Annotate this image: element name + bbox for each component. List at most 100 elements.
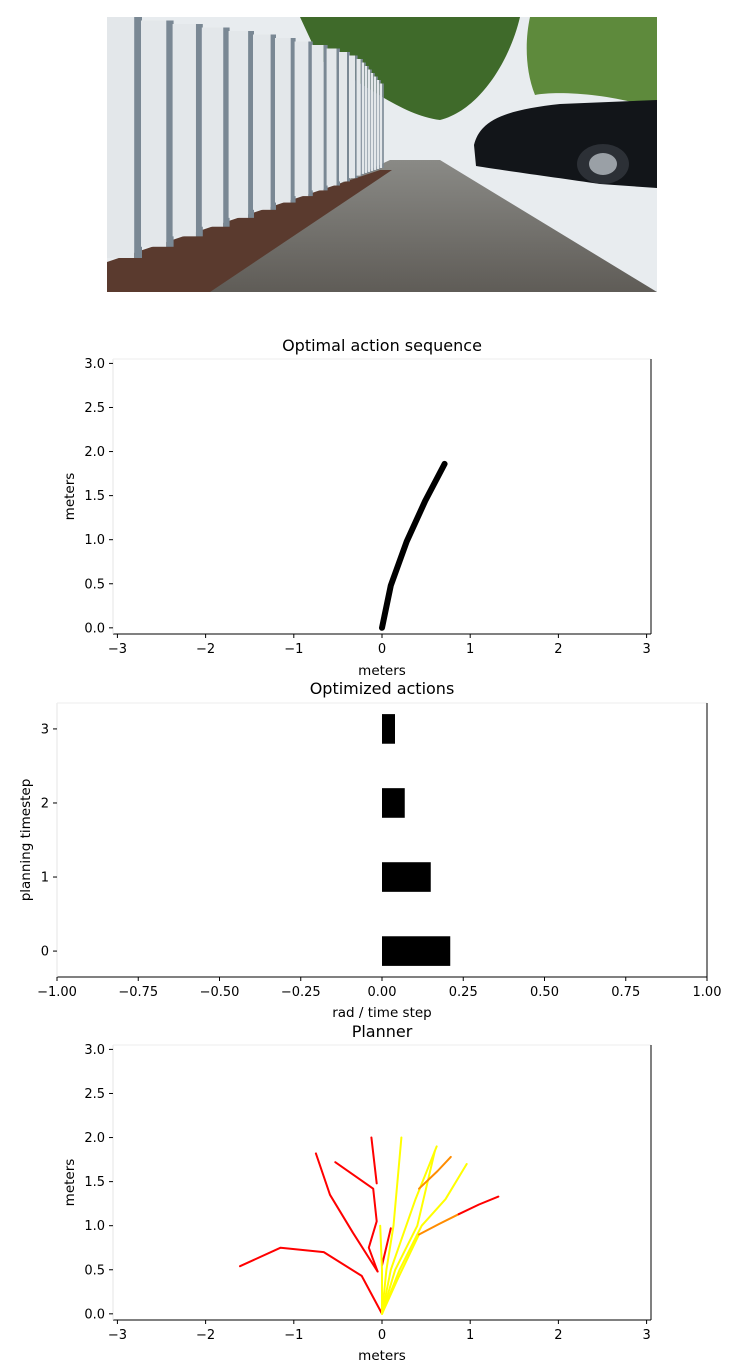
fence-picket-shadow	[134, 17, 142, 258]
fence-picket	[107, 17, 135, 258]
x-tick-label: 0	[378, 642, 386, 657]
series-line-0	[239, 1246, 383, 1315]
series-line-8	[381, 1163, 468, 1315]
x-tick-label: 0	[378, 1328, 386, 1343]
series-line-1	[314, 1152, 379, 1273]
x-axis-label: meters	[358, 1348, 406, 1364]
x-tick-label: −0.25	[281, 985, 321, 1000]
y-tick-label: 2.0	[84, 445, 105, 460]
fence-picket	[376, 80, 380, 169]
camera-tree	[300, 17, 520, 120]
fence-picket	[141, 20, 167, 247]
fence-picket	[311, 45, 324, 191]
fence-picket	[356, 59, 361, 176]
x-tick-label: 3	[642, 1328, 650, 1343]
fence-picket	[294, 41, 309, 197]
y-tick-label: 0.5	[84, 577, 105, 592]
series-line-0	[379, 460, 448, 631]
y-tick-label: 1	[41, 871, 49, 886]
y-tick-label: 3.0	[84, 1043, 105, 1058]
fence-picket-shadow	[355, 55, 358, 179]
series-line-3	[370, 1136, 378, 1185]
camera-image	[107, 17, 657, 292]
y-tick-label: 1.0	[84, 533, 105, 548]
series-line-11	[418, 1155, 452, 1190]
fence-picket-shadow	[195, 24, 203, 237]
x-tick-label: 0.25	[449, 985, 478, 1000]
y-tick-label: 2	[41, 796, 49, 811]
series-line-10	[379, 1224, 383, 1315]
fence-picket	[228, 31, 249, 218]
x-tick-label: −1	[284, 1328, 303, 1343]
fence-picket	[253, 34, 271, 210]
fence-picket-shadow	[308, 41, 313, 197]
series-line-9	[381, 1233, 420, 1315]
x-axis-label: meters	[358, 663, 406, 679]
bar-1	[382, 862, 431, 892]
x-tick-label: 1.00	[693, 985, 722, 1000]
y-axis-label: meters	[62, 1159, 78, 1207]
chart-title: Optimized actions	[310, 679, 455, 698]
fence-picket-shadow	[270, 34, 276, 210]
fence-picket-shadow	[290, 38, 296, 203]
chart-title: Planner	[352, 1022, 413, 1041]
x-tick-label: 0.75	[611, 985, 640, 1000]
chart-optimized-actions: −1.00 −0.75 −0.50 −0.25 0.00 0.25 0.50 0.75 1.00…	[18, 679, 721, 1021]
camera-foliage-right	[526, 17, 657, 110]
fence-picket-shadow	[360, 59, 363, 176]
fence-picket	[373, 76, 377, 170]
y-tick-label: 3	[41, 722, 49, 737]
series-line-6	[381, 1145, 438, 1315]
series-line-12	[418, 1213, 460, 1236]
fence-picket	[379, 83, 383, 168]
y-tick-label: 1.5	[84, 489, 105, 504]
fence-picket	[275, 38, 291, 203]
y-tick-label: 2.5	[84, 1087, 105, 1102]
x-tick-label: −3	[108, 1328, 127, 1343]
fence-picket	[367, 69, 371, 172]
y-tick-label: 2.5	[84, 401, 105, 416]
fence-picket	[201, 27, 224, 227]
series-line-13	[457, 1195, 500, 1216]
series-line-7	[381, 1149, 436, 1315]
x-tick-label: 3	[642, 642, 650, 657]
fence-picket-shadow	[248, 31, 254, 218]
camera-car-hubcap	[589, 153, 617, 175]
y-tick-label: 0	[41, 945, 49, 960]
fence-picket-shadow	[336, 48, 340, 186]
x-tick-label: 1	[466, 642, 474, 657]
chart-planner: −3 −2 −1 0 1 2 3 0.0 0.5 1.0 1.5 2.0 2.5 3.0 Planner me…	[62, 1022, 652, 1364]
fence-picket	[370, 73, 374, 171]
series-line-2	[334, 1161, 379, 1273]
fence-picket-shadow	[166, 20, 174, 247]
bar-0	[382, 936, 451, 966]
fence-picket-shadow	[382, 83, 384, 168]
fence-picket	[172, 24, 196, 237]
x-tick-label: 0.00	[368, 985, 397, 1000]
x-tick-label: 2	[554, 1328, 562, 1343]
fence-picket	[364, 66, 368, 173]
x-tick-label: 0.50	[530, 985, 559, 1000]
x-tick-label: 1	[466, 1328, 474, 1343]
chart-optimal-action-sequence: −3 −2 −1 0 1 2 3 0.0 0.5 1.0 1.5 2.0 2.5 3.0 Optimal a…	[62, 336, 652, 679]
y-tick-label: 0.5	[84, 1263, 105, 1278]
bar-3	[382, 714, 395, 744]
series-line-4	[381, 1227, 392, 1267]
y-axis-label: planning timestep	[18, 779, 34, 902]
fence-picket-shadow	[347, 52, 350, 182]
fence-picket	[326, 48, 337, 186]
y-tick-label: 2.0	[84, 1131, 105, 1146]
y-tick-label: 0.0	[84, 621, 105, 636]
fence-picket	[339, 52, 347, 182]
fence-picket	[349, 55, 356, 179]
y-tick-label: 1.0	[84, 1219, 105, 1234]
y-axis-label: meters	[62, 473, 78, 521]
y-tick-label: 0.0	[84, 1307, 105, 1322]
x-tick-label: −1	[284, 642, 303, 657]
x-axis-label: rad / time step	[332, 1005, 432, 1021]
fence-picket-shadow	[323, 45, 328, 191]
x-tick-label: 2	[554, 642, 562, 657]
chart-title: Optimal action sequence	[282, 336, 482, 355]
x-tick-label: −0.50	[200, 985, 240, 1000]
x-tick-label: −1.00	[37, 985, 77, 1000]
